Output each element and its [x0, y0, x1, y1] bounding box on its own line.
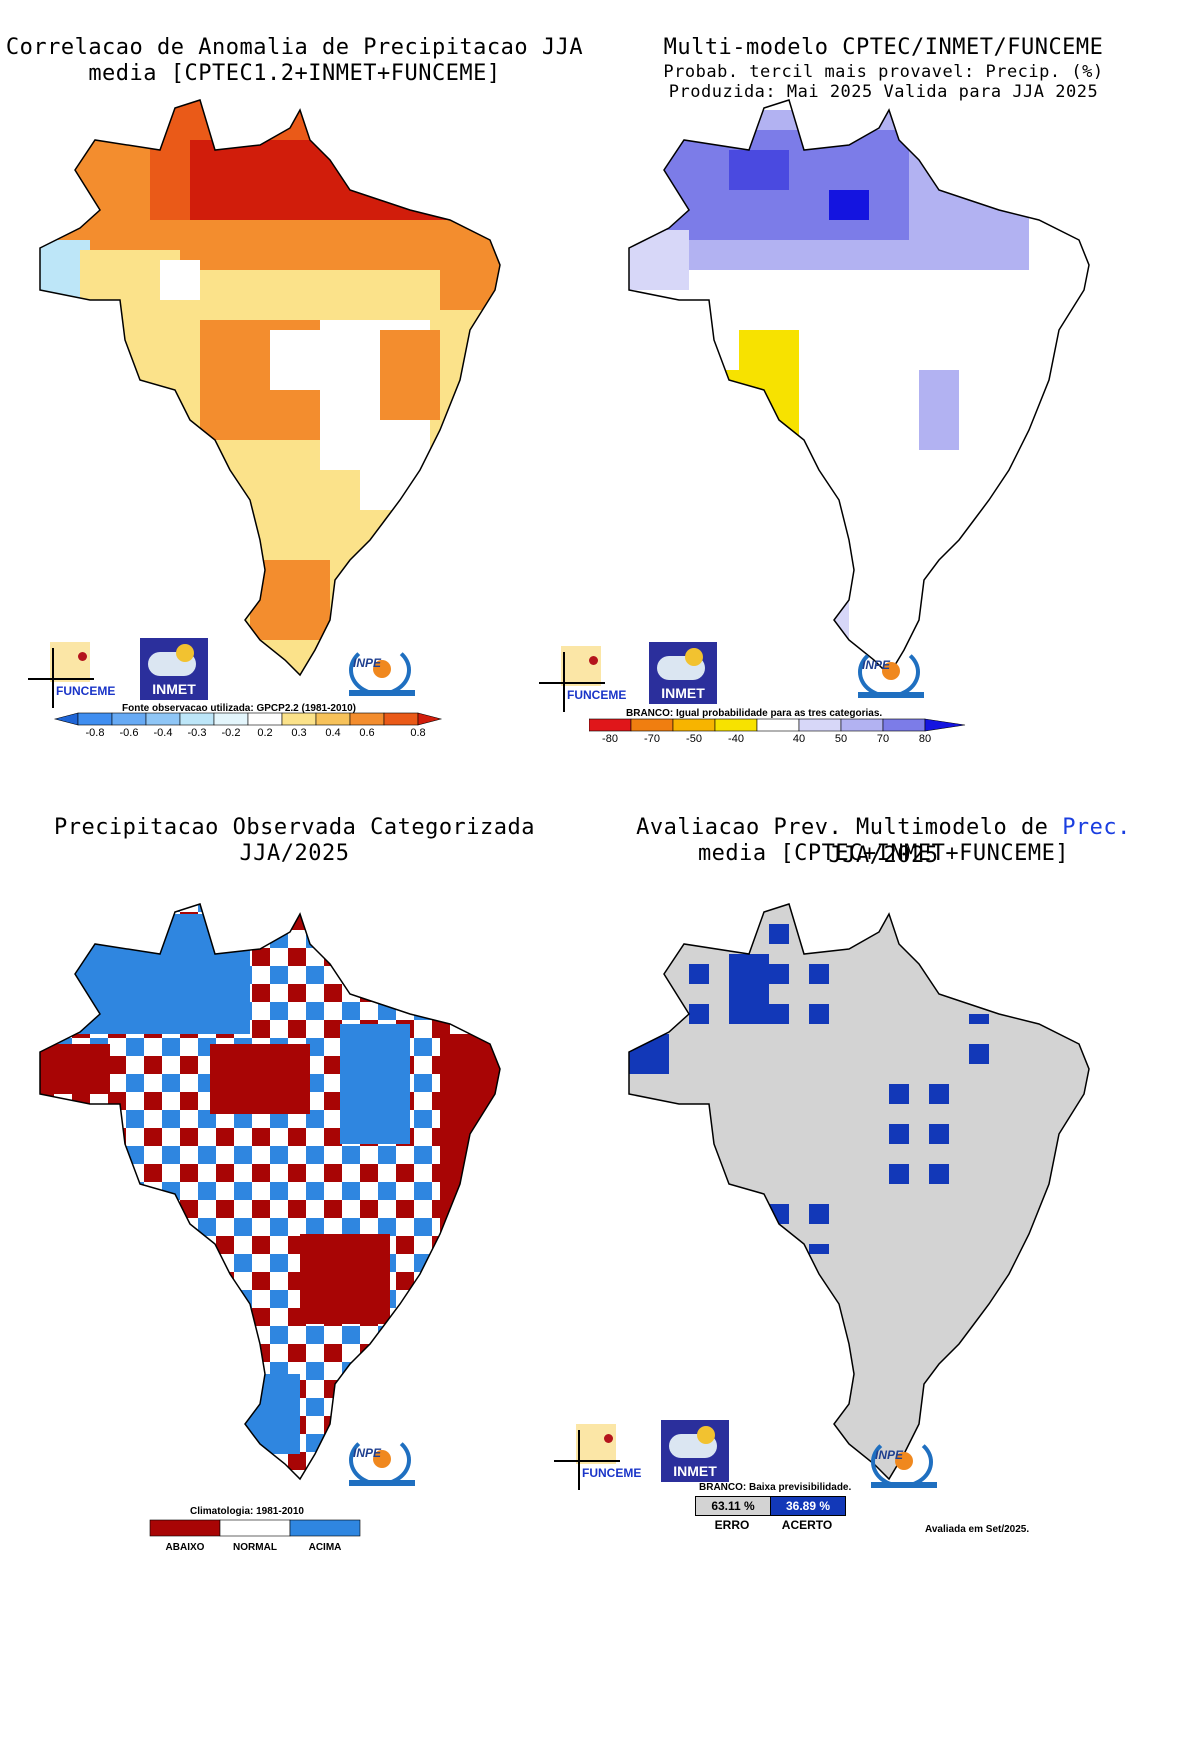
panel2-tick: -70 — [644, 733, 660, 745]
panel1-tick: -0.6 — [119, 727, 139, 739]
panel4-title-pre: Avaliacao Prev. Multimodelo de — [636, 815, 1063, 840]
panel3-legend-note: Climatologia: 1981-2010 — [190, 1506, 304, 1517]
inmet-logo-text: INMET — [661, 685, 705, 701]
correlation-map — [39, 99, 501, 676]
inmet-logo-icon: INMET — [140, 638, 208, 700]
inpe-logo-text: INPE — [353, 656, 382, 670]
observed-map — [39, 903, 501, 1480]
panel4-title-post: JJA/2025 — [828, 843, 939, 868]
funceme-logo-text: FUNCEME — [56, 684, 116, 698]
inpe-logo-icon: INPE — [867, 1430, 941, 1492]
panel3-title-line1: Precipitacao Observada Categorizada — [53, 815, 536, 840]
panel-forecast: Multi-modelo CPTEC/INMET/FUNCEME Probab.… — [539, 0, 1178, 874]
funceme-logo-icon: FUNCEME — [28, 642, 116, 708]
panel1-tick: 0.2 — [257, 727, 273, 739]
funceme-logo-icon: FUNCEME — [539, 646, 627, 712]
funceme-logo-icon: FUNCEME — [554, 1424, 642, 1490]
panel1-title-line2: media [CPTEC1.2+INMET+FUNCEME] — [88, 61, 501, 86]
panel3-legend-label: NORMAL — [233, 1542, 277, 1553]
inpe-logo-icon: INPE — [345, 638, 419, 700]
panel4-title-line2: media [CPTEC+INMET+FUNCEME] — [697, 841, 1070, 866]
panel3-legend-label: ACIMA — [308, 1542, 342, 1553]
panel1-tick: -0.2 — [221, 727, 241, 739]
funceme-logo-text: FUNCEME — [567, 688, 627, 702]
inmet-logo-icon: INMET — [661, 1420, 729, 1482]
inpe-logo-icon: INPE — [345, 1428, 419, 1490]
inpe-logo-icon: INPE — [854, 640, 928, 702]
panel2-tick: 70 — [876, 733, 890, 745]
inmet-logo-text: INMET — [152, 681, 196, 697]
panel1-tick: 0.3 — [291, 727, 307, 739]
panel2-title-line1: Multi-modelo CPTEC/INMET/FUNCEME — [663, 35, 1104, 60]
evaluation-footer: Avaliada em Set/2025. — [925, 1524, 1030, 1535]
panel4-title-highlight: Prec. — [1062, 815, 1131, 840]
panel2-title-line3: Produzida: Mai 2025 Valida para JJA 2025 — [668, 82, 1099, 102]
inmet-logo-icon: INMET — [649, 642, 717, 704]
panel1-legend-note: Fonte observacao utilizada: GPCP2.2 (198… — [122, 703, 356, 714]
acerto-label: ACERTO — [781, 1518, 833, 1532]
panel4-title-line1: Avaliacao Prev. Multimodelo de Prec. JJA… — [589, 814, 1178, 870]
inmet-logo-text: INMET — [673, 1463, 717, 1479]
panel2-tick: 50 — [834, 733, 848, 745]
panel2-title-line2: Probab. tercil mais provavel: Precip. (%… — [663, 62, 1104, 82]
panel1-tick: 0.8 — [410, 727, 426, 739]
panel-evaluation: Avaliacao Prev. Multimodelo de Prec. JJA… — [554, 815, 1178, 1748]
panel1-tick: -0.3 — [187, 727, 207, 739]
inpe-logo-text: INPE — [875, 1448, 904, 1462]
erro-label: ERRO — [714, 1518, 750, 1532]
panel2-tick: -40 — [728, 733, 744, 745]
panel2-tick: -80 — [602, 733, 618, 745]
evaluation-map — [628, 903, 1090, 1480]
panel2-tick: 40 — [792, 733, 806, 745]
funceme-logo-text: FUNCEME — [582, 1466, 642, 1480]
panel2-tick: -50 — [686, 733, 702, 745]
panel4-legend-note: BRANCO: Baixa previsibilidade. — [699, 1482, 852, 1493]
panel1-tick: -0.8 — [85, 727, 105, 739]
acerto-value: 36.89 % — [770, 1496, 846, 1516]
panel1-tick: 0.4 — [325, 727, 341, 739]
panel1-tick: -0.4 — [153, 727, 173, 739]
panel2-legend-note: BRANCO: Igual probabilidade para as tres… — [626, 708, 883, 719]
panel3-legend-label: ABAIXO — [165, 1542, 205, 1553]
panel1-title-line1: Correlacao de Anomalia de Precipitacao J… — [5, 35, 584, 60]
panel3-title-line2: JJA/2025 — [239, 841, 350, 866]
erro-value: 63.11 % — [695, 1496, 771, 1516]
forecast-map — [628, 99, 1090, 676]
inpe-logo-text: INPE — [353, 1446, 382, 1460]
panel-observed: Precipitacao Observada Categorizada JJA/… — [0, 815, 589, 1748]
panel-correlation: Correlacao de Anomalia de Precipitacao J… — [0, 0, 589, 874]
inpe-logo-text: INPE — [862, 658, 891, 672]
panel1-tick: 0.6 — [359, 727, 375, 739]
panel2-tick: 80 — [918, 733, 932, 745]
